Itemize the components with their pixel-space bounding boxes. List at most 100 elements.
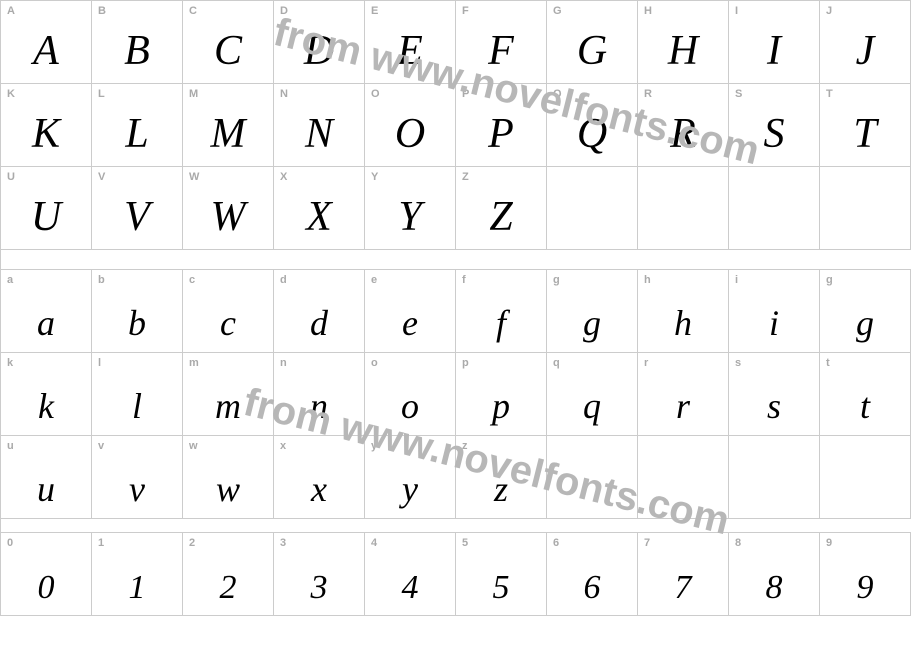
cell-glyph: i (729, 302, 819, 344)
charmap-cell: XX (274, 167, 365, 250)
cell-glyph: h (638, 302, 728, 344)
cell-label: o (371, 357, 378, 369)
charmap-cell: ee (365, 270, 456, 353)
charmap-cell: vv (92, 436, 183, 519)
cell-label: k (7, 357, 13, 369)
cell-label: U (7, 171, 15, 183)
section-spacer (1, 250, 911, 270)
charmap-cell (729, 167, 820, 250)
charmap-cell: uu (1, 436, 92, 519)
charmap-cell: ZZ (456, 167, 547, 250)
cell-glyph: g (547, 302, 637, 344)
cell-glyph: t (820, 385, 910, 427)
cell-label: e (371, 274, 377, 286)
charmap-cell: CC (183, 1, 274, 84)
cell-glyph: V (92, 193, 182, 241)
charmap-cell: aa (1, 270, 92, 353)
cell-label: 9 (826, 537, 832, 549)
charmap-cell: gg (547, 270, 638, 353)
charmap-cell: BB (92, 1, 183, 84)
cell-label: G (553, 5, 562, 17)
charmap-cell: 44 (365, 533, 456, 616)
cell-glyph: n (274, 385, 364, 427)
charmap-cell: UU (1, 167, 92, 250)
cell-label: S (735, 88, 742, 100)
charmap-cell: zz (456, 436, 547, 519)
cell-glyph: x (274, 468, 364, 510)
cell-label: 5 (462, 537, 468, 549)
cell-label: r (644, 357, 648, 369)
cell-label: u (7, 440, 14, 452)
cell-label: x (280, 440, 286, 452)
character-map-grid: AABBCCDDEEFFGGHHIIJJKKLLMMNNOOPPQQRRSSTT… (0, 0, 911, 616)
cell-label: a (7, 274, 13, 286)
cell-glyph: c (183, 302, 273, 344)
cell-label: Z (462, 171, 469, 183)
charmap-cell: 66 (547, 533, 638, 616)
charmap-cell (820, 167, 911, 250)
cell-label: L (98, 88, 105, 100)
cell-glyph: E (365, 27, 455, 75)
charmap-cell: ii (729, 270, 820, 353)
charmap-cell: SS (729, 84, 820, 167)
cell-glyph: m (183, 385, 273, 427)
charmap-cell: HH (638, 1, 729, 84)
cell-glyph: k (1, 385, 91, 427)
cell-label: J (826, 5, 832, 17)
cell-label: 3 (280, 537, 286, 549)
charmap-cell: GG (547, 1, 638, 84)
cell-glyph: 2 (183, 569, 273, 607)
cell-label: v (98, 440, 104, 452)
cell-glyph: X (274, 193, 364, 241)
charmap-cell (638, 167, 729, 250)
cell-glyph: w (183, 468, 273, 510)
charmap-cell: KK (1, 84, 92, 167)
charmap-cell: tt (820, 353, 911, 436)
cell-label: D (280, 5, 288, 17)
cell-glyph: g (820, 302, 910, 344)
cell-glyph: Y (365, 193, 455, 241)
cell-label: 0 (7, 537, 13, 549)
cell-glyph: N (274, 110, 364, 158)
cell-glyph: P (456, 110, 546, 158)
cell-label: t (826, 357, 830, 369)
cell-label: 4 (371, 537, 377, 549)
charmap-cell: QQ (547, 84, 638, 167)
cell-glyph: T (820, 110, 910, 158)
cell-glyph: e (365, 302, 455, 344)
cell-label: 8 (735, 537, 741, 549)
charmap-cell: ff (456, 270, 547, 353)
charmap-cell (638, 436, 729, 519)
charmap-cell: nn (274, 353, 365, 436)
cell-glyph: b (92, 302, 182, 344)
cell-glyph: a (1, 302, 91, 344)
charmap-cell: 55 (456, 533, 547, 616)
charmap-cell: cc (183, 270, 274, 353)
cell-glyph: F (456, 27, 546, 75)
cell-glyph: Z (456, 193, 546, 241)
cell-glyph: 4 (365, 569, 455, 607)
cell-glyph: A (1, 27, 91, 75)
cell-glyph: L (92, 110, 182, 158)
charmap-cell (820, 436, 911, 519)
cell-label: F (462, 5, 469, 17)
cell-glyph: Q (547, 110, 637, 158)
cell-label: s (735, 357, 741, 369)
cell-label: C (189, 5, 197, 17)
charmap-cell: FF (456, 1, 547, 84)
charmap-cell: RR (638, 84, 729, 167)
cell-label: b (98, 274, 105, 286)
cell-label: W (189, 171, 199, 183)
cell-label: q (553, 357, 560, 369)
cell-glyph: G (547, 27, 637, 75)
charmap-cell: ll (92, 353, 183, 436)
charmap-cell: ww (183, 436, 274, 519)
charmap-cell: LL (92, 84, 183, 167)
cell-label: H (644, 5, 652, 17)
charmap-cell (547, 436, 638, 519)
cell-glyph: p (456, 385, 546, 427)
cell-label: 2 (189, 537, 195, 549)
cell-label: N (280, 88, 288, 100)
cell-glyph: 7 (638, 569, 728, 607)
charmap-cell: 33 (274, 533, 365, 616)
